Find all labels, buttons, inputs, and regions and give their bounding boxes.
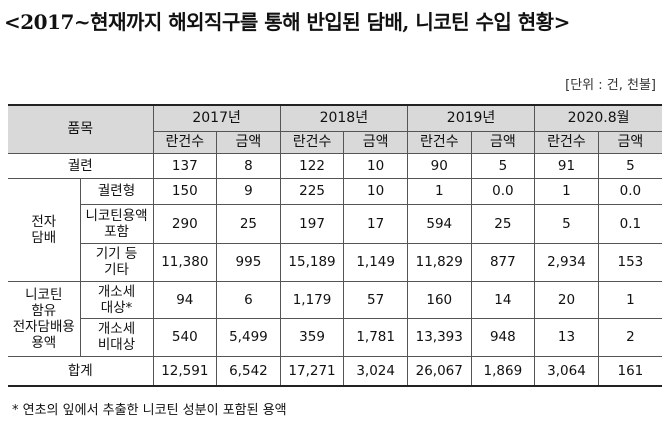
header-count: 란건수: [406, 130, 472, 154]
amount-cell: 9: [216, 177, 281, 205]
amount-cell: 948: [470, 317, 536, 357]
header-count: 란건수: [534, 130, 599, 154]
amount-cell: 2: [597, 317, 662, 357]
amount-cell: 5,499: [216, 317, 281, 357]
header-year: 2017년: [152, 104, 281, 132]
row-label: 개소세 비대상: [80, 317, 154, 357]
amount-cell: 1: [597, 280, 662, 319]
header-count: 란건수: [279, 130, 345, 154]
row-label: 기기 등 기타: [80, 242, 154, 282]
row-label: 궐련: [8, 152, 154, 179]
count-cell: 26,067: [406, 355, 472, 387]
count-cell: 137: [152, 152, 218, 179]
count-cell: 11,380: [152, 242, 218, 282]
header-amount: 금액: [470, 130, 536, 154]
count-cell: 17,271: [279, 355, 345, 387]
header-year: 2018년: [279, 104, 408, 132]
row-label: 합계: [8, 355, 154, 387]
count-cell: 12,591: [152, 355, 218, 387]
amount-cell: 161: [597, 355, 662, 387]
count-cell: 1,179: [279, 280, 345, 319]
amount-cell: 995: [216, 242, 281, 282]
count-cell: 3,064: [534, 355, 599, 387]
table-row: 기기 등 기타 11,380 995 15,189 1,149 11,829 877 2,93…: [8, 242, 662, 282]
count-cell: 122: [279, 152, 345, 179]
row-label: 개소세 대상*: [79, 280, 154, 319]
count-cell: 1: [534, 177, 599, 205]
table-row: 니코틴 함유 전자담배용 용액 개소세 대상* 94 6 1,179 57 160 14 20 1: [8, 280, 662, 357]
header-amount: 금액: [597, 130, 662, 154]
count-cell: 91: [534, 152, 599, 179]
count-cell: 5: [534, 203, 599, 244]
count-cell: 225: [279, 177, 345, 205]
amount-cell: 0.1: [597, 203, 662, 244]
amount-cell: 877: [470, 242, 536, 282]
table-row: 니코틴용액 포함 290 25 197 17 594 25 5 0.1: [8, 203, 662, 244]
header-item: 품목: [8, 104, 154, 154]
footnote: * 연초의 잎에서 추출한 니코틴 성분이 포함된 용액: [12, 403, 287, 418]
amount-cell: 0.0: [597, 177, 662, 205]
count-cell: 290: [152, 203, 218, 244]
row-label: 니코틴용액 포함: [80, 203, 154, 244]
amount-cell: 10: [343, 177, 408, 205]
header-year: 2019년: [406, 104, 536, 132]
group-label: 니코틴 함유 전자담배용 용액: [8, 280, 81, 357]
header-amount: 금액: [343, 130, 408, 154]
amount-cell: 57: [343, 280, 408, 319]
amount-cell: 6: [216, 280, 281, 319]
count-cell: 15,189: [279, 242, 345, 282]
table-row: 합계 12,591 6,542 17,271 3,024 26,067 1,869 3,064…: [8, 355, 662, 387]
import-status-table: 품목 2017년 2018년 2019년 2020.8월 란건수 금액 란건수 금액 란…: [8, 104, 662, 387]
amount-cell: 14: [470, 280, 536, 319]
amount-cell: 5: [597, 152, 662, 179]
amount-cell: 6,542: [216, 355, 281, 387]
table-row: 전자 담배 궐련형 150 9 225 10 1 0.0 1 0.0: [8, 177, 662, 282]
count-cell: 150: [152, 177, 218, 205]
count-cell: 20: [534, 280, 599, 319]
count-cell: 1: [406, 177, 472, 205]
group-label: 전자 담배: [8, 177, 81, 282]
amount-cell: 153: [597, 242, 662, 282]
amount-cell: 1,869: [470, 355, 536, 387]
count-cell: 594: [406, 203, 472, 244]
amount-cell: 1,149: [343, 242, 408, 282]
count-cell: 540: [152, 317, 218, 357]
count-cell: 11,829: [406, 242, 472, 282]
amount-cell: 10: [343, 152, 408, 179]
count-cell: 90: [406, 152, 472, 179]
header-amount: 금액: [216, 130, 281, 154]
amount-cell: 5: [470, 152, 536, 179]
amount-cell: 17: [343, 203, 408, 244]
count-cell: 13: [534, 317, 599, 357]
amount-cell: 8: [216, 152, 281, 179]
document-title: <2017~현재까지 해외직구를 통해 반입된 담배, 니코틴 수입 현황>: [4, 10, 570, 34]
count-cell: 160: [406, 280, 472, 319]
count-cell: 2,934: [534, 242, 599, 282]
header-year: 2020.8월: [534, 104, 662, 132]
count-cell: 197: [279, 203, 345, 244]
amount-cell: 25: [216, 203, 281, 244]
table-row: 궐련 137 8 122 10 90 5 91 5: [8, 152, 662, 179]
amount-cell: 25: [470, 203, 536, 244]
count-cell: 94: [152, 280, 218, 319]
header-count: 란건수: [153, 130, 218, 154]
unit-label: [단위 : 건, 천불]: [565, 78, 656, 93]
count-cell: 13,393: [406, 317, 472, 357]
table-row: 개소세 비대상 540 5,499 359 1,781 13,393 948 13 2: [8, 317, 662, 357]
amount-cell: 3,024: [343, 355, 408, 387]
amount-cell: 1,781: [343, 317, 408, 357]
count-cell: 359: [279, 317, 345, 357]
amount-cell: 0.0: [470, 177, 536, 205]
row-label: 궐련형: [79, 177, 154, 205]
